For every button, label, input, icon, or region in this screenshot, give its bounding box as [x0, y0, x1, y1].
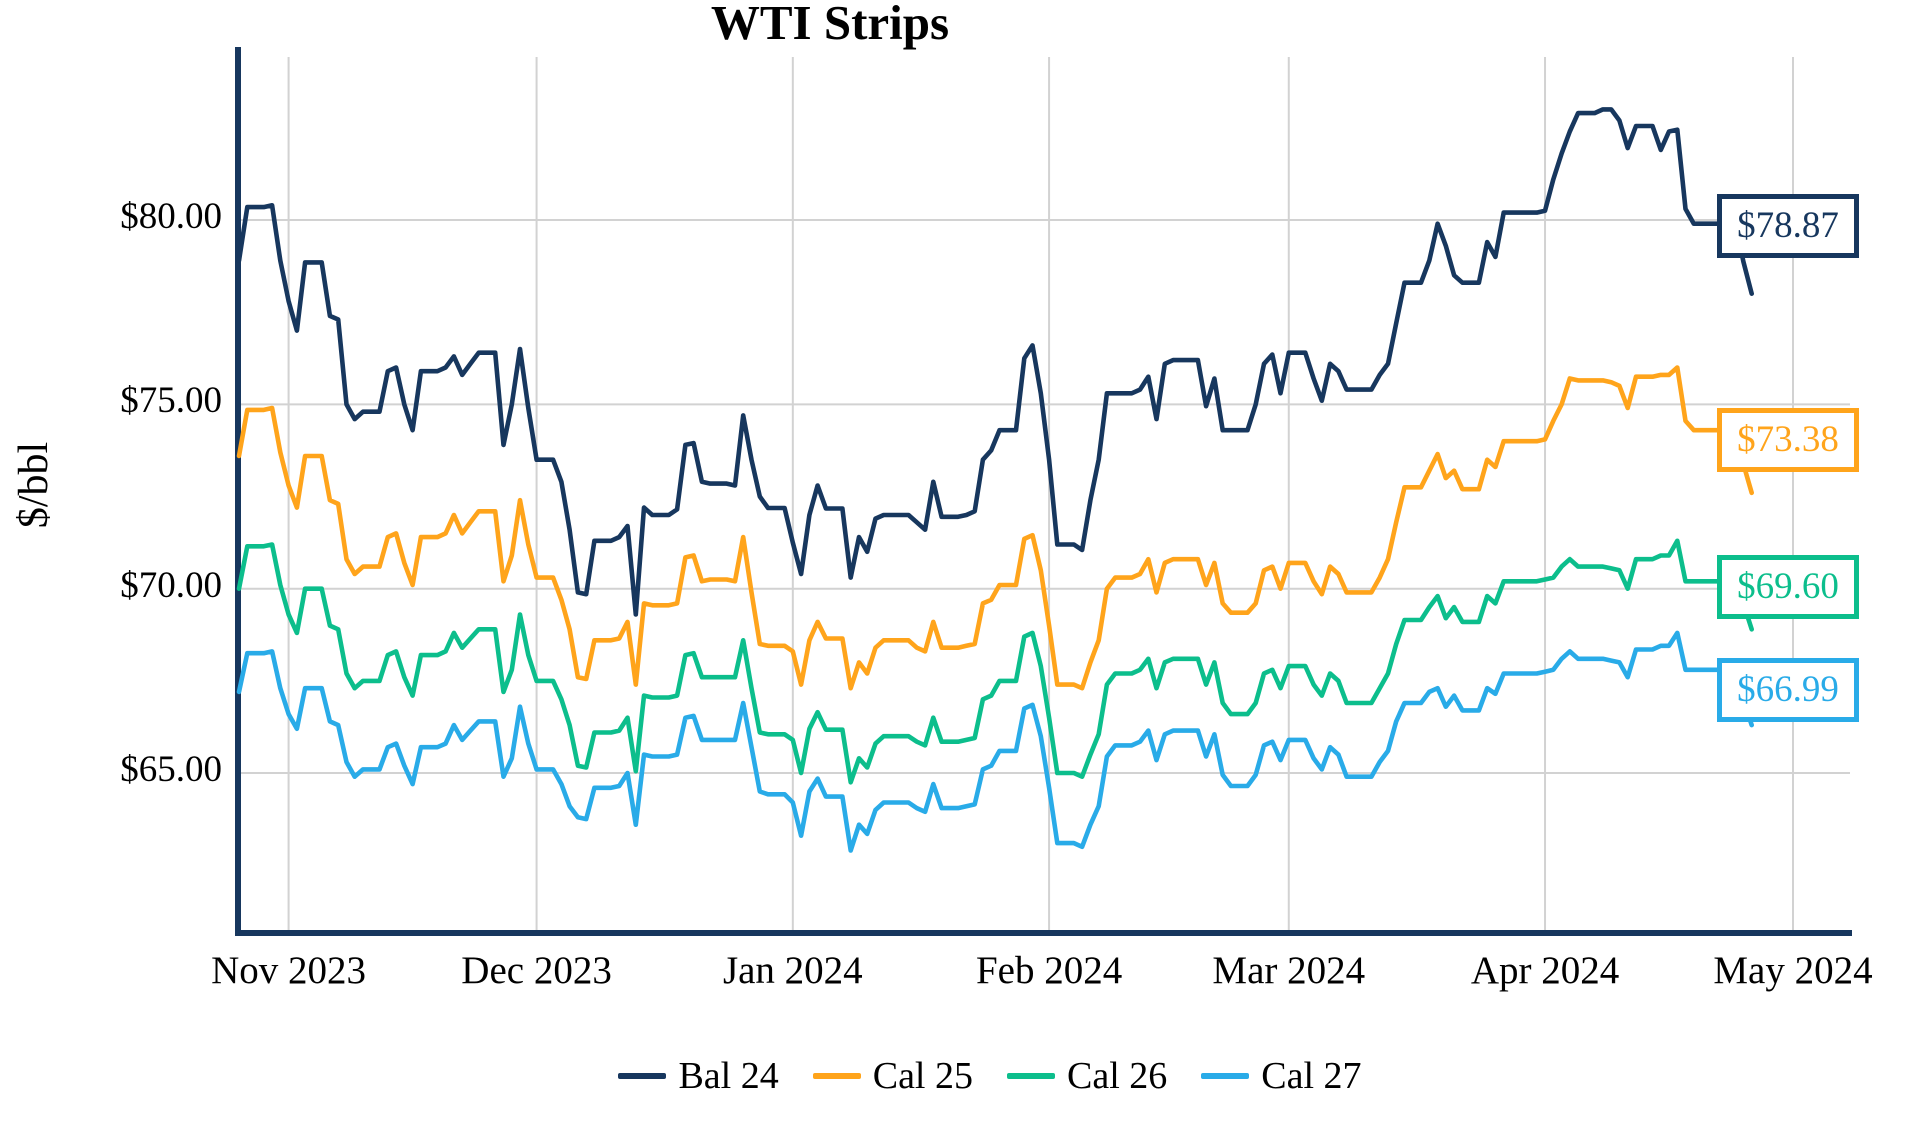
legend-item-bal-24: Bal 24: [618, 1054, 779, 1098]
legend-label: Cal 25: [872, 1055, 973, 1097]
legend-label: Bal 24: [678, 1055, 779, 1097]
x-tick-label: Jan 2024: [722, 949, 863, 992]
series-line-cal-25: [236, 365, 1754, 691]
end-label-cal-25: $73.38: [1717, 408, 1859, 473]
legend: Bal 24 Cal 25 Cal 26 Cal 27: [60, 1046, 1920, 1106]
legend-item-cal-27: Cal 27: [1201, 1054, 1362, 1098]
series-line-bal-24: [236, 107, 1754, 617]
y-tick-label: $65.00: [120, 749, 222, 791]
legend-line-swatch: [618, 1073, 667, 1079]
end-label-cal-26: $69.60: [1717, 555, 1859, 620]
series-line-cal-26: [236, 538, 1754, 785]
x-tick-label: May 2024: [1713, 949, 1873, 992]
legend-line-swatch: [812, 1073, 861, 1079]
x-tick-label: Feb 2024: [975, 949, 1123, 992]
end-label-cal-27: $66.99: [1717, 657, 1859, 722]
legend-line-swatch: [1007, 1073, 1055, 1079]
legend-label: Cal 27: [1261, 1055, 1362, 1097]
series-line-cal-27: [236, 630, 1754, 853]
x-tick-label: Nov 2023: [211, 949, 367, 992]
legend-item-cal-25: Cal 25: [812, 1054, 973, 1098]
y-tick-label: $75.00: [120, 380, 222, 422]
end-label-bal-24: $78.87: [1717, 193, 1859, 258]
x-tick-label: Mar 2024: [1212, 949, 1366, 992]
legend-item-cal-26: Cal 26: [1007, 1054, 1167, 1098]
legend-line-swatch: [1201, 1073, 1250, 1079]
y-tick-label: $80.00: [120, 196, 222, 237]
x-tick-label: Apr 2024: [1470, 949, 1620, 992]
legend-label: Cal 26: [1067, 1055, 1168, 1097]
y-tick-label: $70.00: [120, 564, 222, 606]
x-tick-label: Dec 2023: [461, 949, 612, 992]
chart-title: WTI Strips: [710, 0, 950, 50]
